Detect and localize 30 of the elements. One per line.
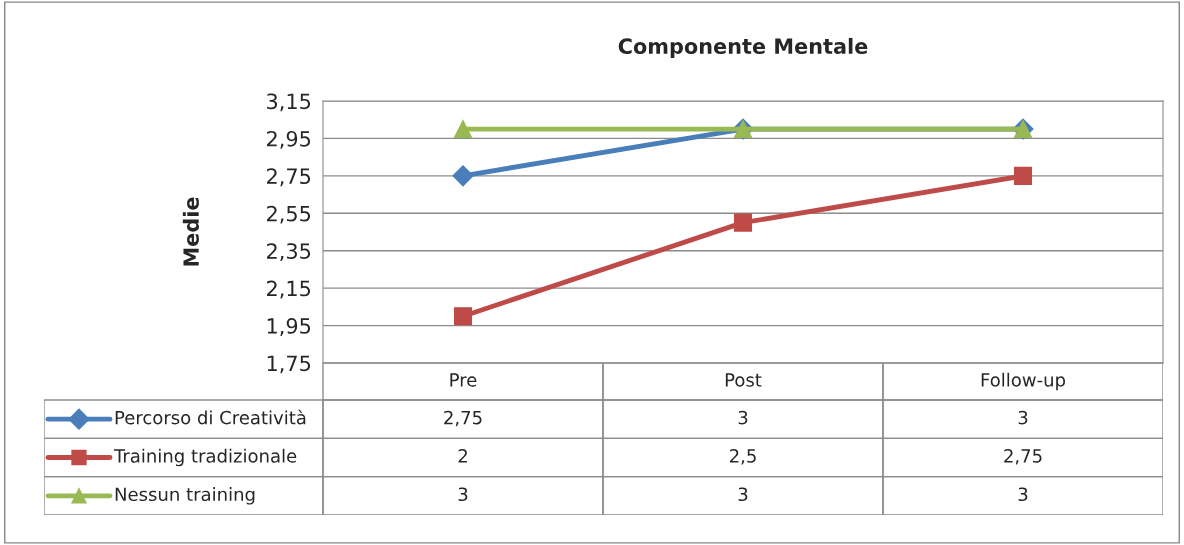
point xyxy=(453,120,473,139)
data-label: 2,5 xyxy=(729,449,756,465)
data-label: 3 xyxy=(1018,410,1028,425)
point xyxy=(733,213,753,232)
point xyxy=(452,165,474,187)
x-tick-label: Post xyxy=(725,373,762,387)
y-tick-label: 1,75 xyxy=(267,355,311,374)
y-tick-label: 1,95 xyxy=(267,318,311,336)
legend-label: Training tradizionale xyxy=(113,448,297,467)
y-tick-label: 2,95 xyxy=(267,130,311,149)
y-axis-title: Medie xyxy=(182,197,199,266)
point xyxy=(453,307,473,326)
data-label: 3 xyxy=(738,487,748,502)
y-tick-label: 2,15 xyxy=(267,280,311,299)
legend-label: Percorso di Creatività xyxy=(115,409,306,425)
y-tick-label: 2,35 xyxy=(267,243,311,262)
chart-title: Componente Mentale xyxy=(618,37,868,59)
data-label: 3 xyxy=(458,487,468,502)
point xyxy=(1013,166,1033,185)
y-tick-label: 3,15 xyxy=(267,93,311,112)
x-tick-label: Follow-up xyxy=(981,372,1066,391)
data-label: 2 xyxy=(458,449,467,463)
y-tick-label: 2,55 xyxy=(267,205,311,224)
data-label: 3 xyxy=(738,410,748,425)
legend-label: Nessun training xyxy=(115,487,255,505)
data-label: 2,75 xyxy=(1004,449,1042,465)
data-label: 3 xyxy=(1018,487,1028,502)
y-tick-label: 2,75 xyxy=(267,168,311,187)
x-tick-label: Pre xyxy=(450,373,477,387)
data-label: 2,75 xyxy=(444,410,482,427)
